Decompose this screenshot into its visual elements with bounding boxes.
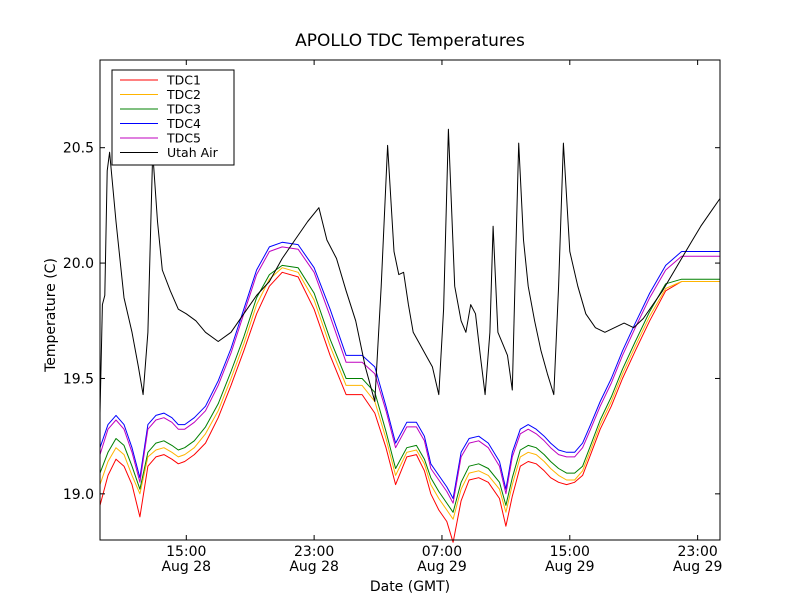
legend-label-tdc1: TDC1: [166, 73, 201, 88]
series-line-utah-air: [99, 128, 721, 414]
x-axis-label: Date (GMT): [370, 579, 450, 595]
series-layer: [99, 128, 721, 543]
series-line-tdc5: [99, 246, 720, 504]
series-line-tdc1: [99, 271, 720, 543]
x-tick-date-label: Aug 28: [161, 559, 211, 575]
y-tick-label: 19.0: [63, 487, 94, 503]
y-tick-label: 20.5: [63, 141, 94, 157]
series-line-tdc4: [99, 241, 720, 499]
y-tick-label: 20.0: [63, 256, 94, 272]
legend-label-tdc4: TDC4: [166, 116, 201, 131]
chart-title: APOLLO TDC Temperatures: [295, 31, 525, 51]
x-tick-time-label: 23:00: [677, 544, 717, 560]
x-tick-time-label: 15:00: [166, 544, 206, 560]
x-tick-time-label: 23:00: [294, 544, 334, 560]
x-tick-date-label: Aug 29: [545, 559, 595, 575]
x-tick-date-label: Aug 29: [673, 559, 723, 575]
y-axis-label: Temperature (C): [43, 258, 59, 373]
x-tick-time-label: 07:00: [422, 544, 462, 560]
series-line-tdc3: [99, 264, 720, 513]
series-line-tdc2: [99, 267, 720, 520]
legend-label-tdc5: TDC5: [166, 131, 201, 146]
legend-label-utah-air: Utah Air: [167, 145, 219, 160]
y-tick-label: 19.5: [63, 371, 94, 387]
legend-box: [111, 69, 235, 166]
x-tick-time-label: 15:00: [550, 544, 590, 560]
legend-label-tdc2: TDC2: [166, 87, 201, 102]
legend-label-tdc3: TDC3: [166, 102, 201, 117]
x-tick-date-label: Aug 28: [289, 559, 339, 575]
x-tick-date-label: Aug 29: [417, 559, 467, 575]
plot-frame: [99, 59, 721, 541]
